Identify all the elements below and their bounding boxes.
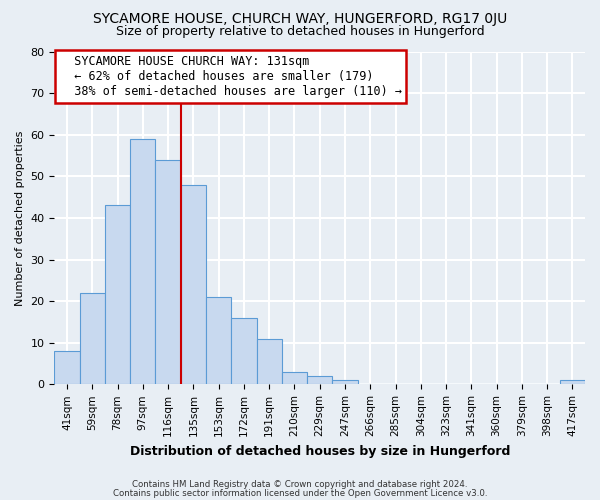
- Y-axis label: Number of detached properties: Number of detached properties: [15, 130, 25, 306]
- Text: Contains HM Land Registry data © Crown copyright and database right 2024.: Contains HM Land Registry data © Crown c…: [132, 480, 468, 489]
- Text: SYCAMORE HOUSE CHURCH WAY: 131sqm
  ← 62% of detached houses are smaller (179)
 : SYCAMORE HOUSE CHURCH WAY: 131sqm ← 62% …: [60, 55, 402, 98]
- Bar: [332, 380, 358, 384]
- Bar: [206, 297, 231, 384]
- Text: Contains public sector information licensed under the Open Government Licence v3: Contains public sector information licen…: [113, 488, 487, 498]
- Bar: [181, 184, 206, 384]
- Bar: [282, 372, 307, 384]
- Bar: [55, 351, 80, 384]
- Bar: [560, 380, 585, 384]
- Bar: [80, 293, 105, 384]
- Bar: [105, 206, 130, 384]
- Bar: [231, 318, 257, 384]
- Text: SYCAMORE HOUSE, CHURCH WAY, HUNGERFORD, RG17 0JU: SYCAMORE HOUSE, CHURCH WAY, HUNGERFORD, …: [93, 12, 507, 26]
- Bar: [307, 376, 332, 384]
- Bar: [155, 160, 181, 384]
- Bar: [130, 139, 155, 384]
- Text: Size of property relative to detached houses in Hungerford: Size of property relative to detached ho…: [116, 25, 484, 38]
- X-axis label: Distribution of detached houses by size in Hungerford: Distribution of detached houses by size …: [130, 444, 510, 458]
- Bar: [257, 338, 282, 384]
